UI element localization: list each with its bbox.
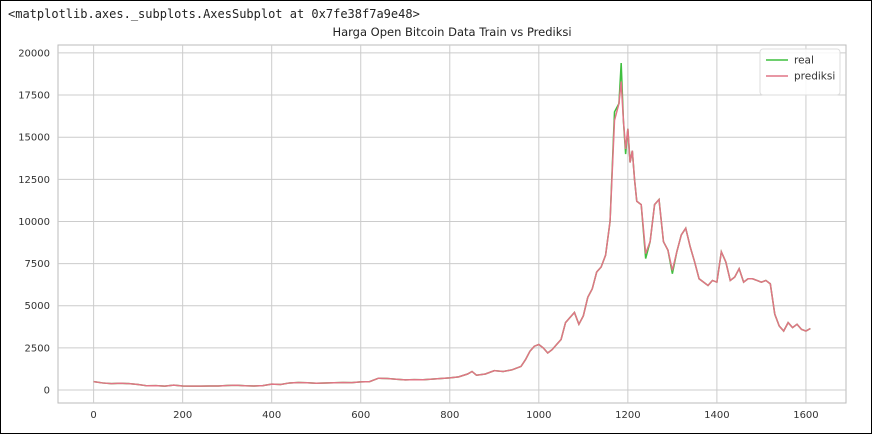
x-tick-label: 400	[262, 410, 281, 421]
x-tick-label: 0	[90, 410, 96, 421]
x-tick-label: 1400	[704, 410, 729, 421]
y-tick-label: 12500	[18, 175, 50, 186]
y-tick-label: 7500	[25, 259, 50, 270]
plot-area	[57, 44, 847, 404]
y-tick-label: 17500	[18, 91, 50, 102]
x-tick-label: 1600	[793, 410, 818, 421]
chart-title: Harga Open Bitcoin Data Train vs Prediks…	[332, 25, 571, 39]
line-series	[93, 81, 811, 387]
x-tick-label: 1000	[526, 410, 551, 421]
x-tick-label: 1200	[615, 410, 640, 421]
y-tick-label: 15000	[18, 133, 50, 144]
y-tick-label: 2500	[25, 343, 50, 354]
output-text: <matplotlib.axes._subplots.AxesSubplot a…	[8, 7, 420, 21]
y-tick-label: 5000	[25, 301, 50, 312]
y-tick-label: 10000	[18, 217, 50, 228]
y-tick-label: 20000	[18, 48, 50, 59]
y-tick-label: 0	[44, 386, 50, 397]
legend-label: prediksi	[794, 71, 835, 83]
x-tick-label: 800	[440, 410, 459, 421]
legend-label: real	[794, 55, 814, 67]
x-tick-label: 600	[351, 410, 370, 421]
x-tick-label: 200	[173, 410, 192, 421]
